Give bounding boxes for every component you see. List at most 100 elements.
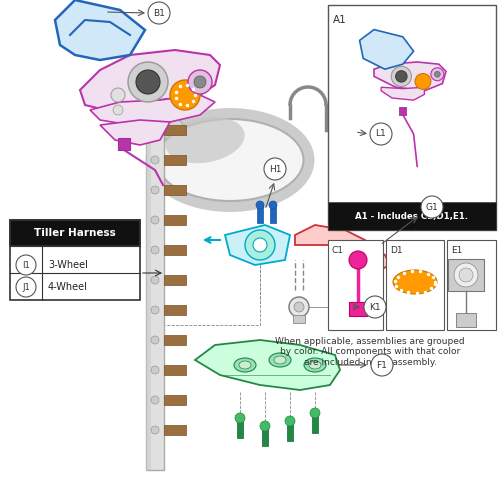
Ellipse shape [269, 353, 291, 367]
Bar [399, 108, 406, 114]
Ellipse shape [304, 358, 326, 372]
Text: J1: J1 [22, 282, 30, 292]
Bar [270, 205, 276, 223]
Bar [361, 272, 369, 278]
Bar [146, 70, 151, 470]
Circle shape [151, 426, 159, 434]
Bar [164, 245, 186, 255]
Circle shape [113, 105, 123, 115]
Circle shape [431, 68, 444, 80]
Bar [349, 302, 367, 316]
Ellipse shape [239, 361, 251, 369]
Polygon shape [381, 87, 424, 100]
Text: K1: K1 [369, 302, 381, 312]
Bar [371, 272, 379, 278]
Polygon shape [374, 62, 446, 91]
Bar [164, 95, 186, 105]
Circle shape [364, 296, 386, 318]
Text: G1: G1 [426, 202, 438, 211]
Text: 3-Wheel: 3-Wheel [48, 260, 88, 270]
Circle shape [111, 88, 125, 102]
Ellipse shape [166, 117, 244, 163]
Circle shape [16, 255, 36, 275]
Text: H1: H1 [269, 164, 281, 173]
Text: D1: D1 [390, 246, 402, 255]
Polygon shape [195, 340, 340, 390]
Circle shape [245, 230, 275, 260]
Circle shape [148, 2, 170, 24]
Bar [164, 425, 186, 435]
Circle shape [151, 336, 159, 344]
Circle shape [294, 302, 304, 312]
Circle shape [349, 251, 367, 269]
Circle shape [392, 66, 411, 86]
Ellipse shape [274, 356, 286, 364]
Bar [146, 70, 164, 470]
Circle shape [289, 297, 309, 317]
Bar [312, 415, 318, 433]
Circle shape [151, 306, 159, 314]
Circle shape [415, 74, 431, 90]
Bar [10, 220, 140, 246]
Bar [328, 240, 383, 330]
Text: C1: C1 [332, 246, 344, 255]
Polygon shape [295, 225, 390, 270]
Text: When applicable, assemblies are grouped
by color. All components with that color: When applicable, assemblies are grouped … [275, 337, 465, 367]
Text: F1: F1 [376, 360, 388, 370]
Bar [287, 423, 293, 441]
Circle shape [128, 62, 168, 102]
Circle shape [151, 276, 159, 284]
Ellipse shape [309, 361, 321, 369]
Bar [164, 395, 186, 405]
Ellipse shape [234, 358, 256, 372]
Bar [386, 240, 444, 330]
Polygon shape [100, 120, 170, 145]
Text: L1: L1 [376, 130, 386, 138]
Circle shape [151, 126, 159, 134]
Circle shape [151, 156, 159, 164]
Bar [164, 155, 186, 165]
Circle shape [371, 354, 393, 376]
Text: E1: E1 [451, 246, 462, 255]
Bar [164, 275, 186, 285]
Bar [447, 240, 496, 330]
Ellipse shape [393, 270, 437, 294]
Polygon shape [225, 225, 290, 265]
Bar [164, 335, 186, 345]
Text: I1: I1 [22, 260, 30, 270]
Circle shape [256, 201, 264, 209]
Text: A1: A1 [333, 15, 347, 25]
Text: 4-Wheel: 4-Wheel [48, 282, 88, 292]
Circle shape [151, 216, 159, 224]
Polygon shape [360, 30, 414, 69]
Circle shape [170, 80, 200, 110]
Circle shape [269, 201, 277, 209]
Circle shape [454, 263, 478, 287]
Bar [237, 420, 243, 438]
Bar [328, 202, 496, 230]
Bar [164, 305, 186, 315]
Circle shape [310, 408, 320, 418]
Circle shape [434, 72, 440, 77]
Bar [328, 5, 496, 230]
Text: A1 - Includes C1,D1,E1.: A1 - Includes C1,D1,E1. [356, 212, 469, 220]
Circle shape [421, 196, 443, 218]
Bar [448, 259, 484, 291]
Circle shape [188, 70, 212, 94]
Bar [164, 215, 186, 225]
Bar [118, 138, 130, 150]
Circle shape [194, 76, 206, 88]
Circle shape [396, 70, 407, 82]
Bar [257, 205, 263, 223]
Circle shape [151, 366, 159, 374]
Circle shape [264, 158, 286, 180]
Text: Tiller Harness: Tiller Harness [34, 228, 116, 238]
Bar [262, 428, 268, 446]
Polygon shape [90, 95, 215, 125]
Bar [456, 313, 476, 327]
Circle shape [151, 186, 159, 194]
Bar [164, 125, 186, 135]
Circle shape [151, 396, 159, 404]
Polygon shape [80, 50, 220, 110]
Bar [10, 220, 140, 300]
